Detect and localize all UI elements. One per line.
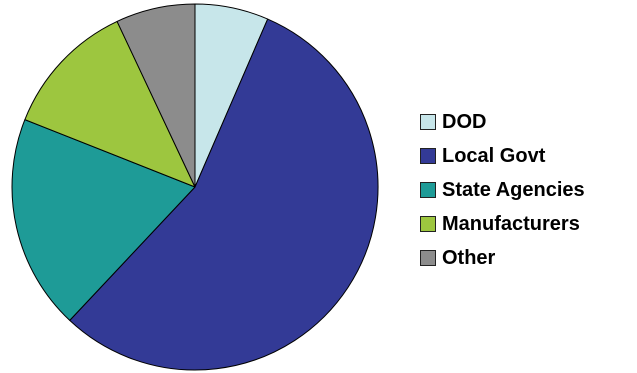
legend-swatch-other [420, 250, 436, 266]
legend-label-local-govt: Local Govt [442, 144, 546, 167]
legend-swatch-dod [420, 114, 436, 130]
legend-swatch-state-agencies [420, 182, 436, 198]
pie-slice-manufacturers [24, 20, 196, 188]
legend-label-manufacturers: Manufacturers [442, 212, 580, 235]
pie-slice-state-agencies [11, 119, 196, 321]
legend-swatch-local-govt [420, 148, 436, 164]
legend-swatch-manufacturers [420, 216, 436, 232]
legend-item-manufacturers: Manufacturers [420, 207, 635, 241]
legend-label-dod: DOD [442, 110, 487, 133]
legend: DOD Local Govt State Agencies Manufactur… [420, 105, 635, 275]
pie-slice-local-govt [69, 18, 379, 371]
pie-slice-other [116, 3, 196, 188]
legend-item-dod: DOD [420, 105, 635, 139]
legend-label-state-agencies: State Agencies [442, 178, 585, 201]
legend-item-state-agencies: State Agencies [420, 173, 635, 207]
legend-label-other: Other [442, 246, 496, 269]
pie-slices [11, 3, 379, 371]
legend-item-local-govt: Local Govt [420, 139, 635, 173]
legend-item-other: Other [420, 241, 635, 275]
